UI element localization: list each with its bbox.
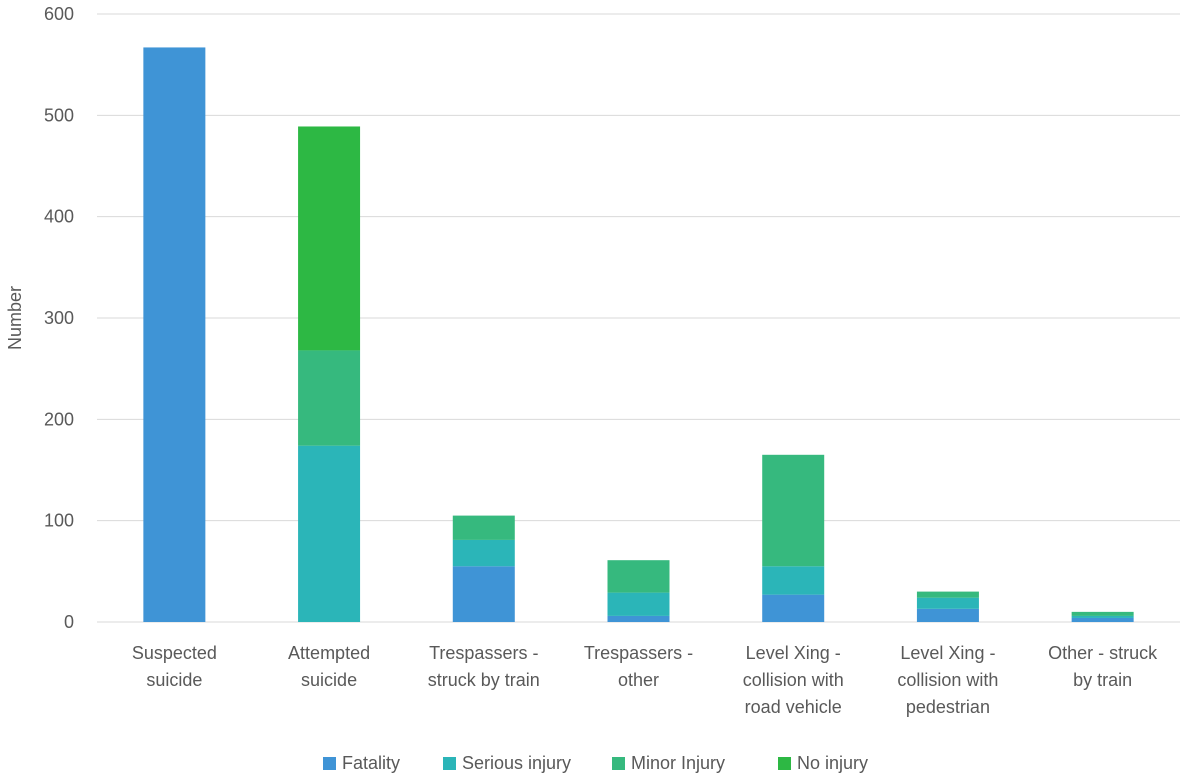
bar-serious-injury-cat-6 bbox=[1071, 615, 1134, 618]
bar-fatality-cat-2 bbox=[452, 566, 515, 622]
bar-serious-injury-cat-4 bbox=[762, 566, 825, 595]
bar-fatality-cat-0 bbox=[143, 47, 206, 622]
y-tick-label-100: 100 bbox=[44, 511, 74, 531]
x-category-label-1-line-1: suicide bbox=[301, 670, 357, 690]
x-category-label-3-line-0: Trespassers - bbox=[584, 643, 693, 663]
bar-serious-injury-cat-3 bbox=[607, 592, 670, 616]
x-category-label-3-line-1: other bbox=[618, 670, 659, 690]
bar-fatality-cat-6 bbox=[1071, 617, 1134, 622]
bar-fatality-cat-3 bbox=[607, 615, 670, 622]
x-category-label-2-line-1: struck by train bbox=[428, 670, 540, 690]
bars bbox=[143, 47, 1134, 622]
bar-minor-injury-cat-4 bbox=[762, 454, 825, 567]
bar-serious-injury-cat-5 bbox=[916, 597, 979, 609]
legend-swatch-fatality bbox=[323, 757, 336, 770]
bar-fatality-cat-4 bbox=[762, 594, 825, 622]
y-tick-label-300: 300 bbox=[44, 308, 74, 328]
legend-swatch-minor-injury bbox=[612, 757, 625, 770]
legend-label-minor-injury: Minor Injury bbox=[631, 753, 725, 773]
gridlines bbox=[97, 13, 1180, 623]
bar-minor-injury-cat-3 bbox=[607, 560, 670, 593]
x-category-label-4-line-0: Level Xing - bbox=[746, 643, 841, 663]
x-axis-category-labels: Suspected suicide Attempted suicide Trespass… bbox=[132, 643, 1158, 717]
y-tick-label-0: 0 bbox=[64, 612, 74, 632]
bar-minor-injury-cat-5 bbox=[916, 591, 979, 598]
y-tick-label-600: 600 bbox=[44, 4, 74, 24]
legend-swatch-no-injury bbox=[778, 757, 791, 770]
bar-minor-injury-cat-2 bbox=[452, 515, 515, 540]
legend: Fatality Serious injury Minor Injury No inj… bbox=[323, 753, 868, 773]
y-tick-label-500: 500 bbox=[44, 105, 74, 125]
x-category-label-6-line-0: Other - struck bbox=[1048, 643, 1158, 663]
legend-label-no-injury: No injury bbox=[797, 753, 868, 773]
x-category-label-5-line-0: Level Xing - bbox=[900, 643, 995, 663]
bar-serious-injury-cat-2 bbox=[452, 539, 515, 567]
x-category-label-5-line-1: collision with bbox=[897, 670, 998, 690]
y-tick-label-200: 200 bbox=[44, 409, 74, 429]
y-axis-tick-labels: 0 100 200 300 400 500 600 bbox=[44, 4, 74, 632]
legend-label-fatality: Fatality bbox=[342, 753, 400, 773]
x-category-label-6-line-1: by train bbox=[1073, 670, 1132, 690]
bar-minor-injury-cat-1 bbox=[298, 350, 361, 446]
x-category-label-0-line-1: suicide bbox=[146, 670, 202, 690]
x-category-label-4-line-1: collision with bbox=[743, 670, 844, 690]
x-category-label-2-line-0: Trespassers - bbox=[429, 643, 538, 663]
x-category-label-1-line-0: Attempted bbox=[288, 643, 370, 663]
bar-no-injury-cat-1 bbox=[298, 126, 361, 351]
x-category-label-4-line-2: road vehicle bbox=[745, 697, 842, 717]
bar-fatality-cat-5 bbox=[916, 608, 979, 622]
bar-serious-injury-cat-1 bbox=[298, 445, 361, 622]
legend-swatch-serious-injury bbox=[443, 757, 456, 770]
y-tick-label-400: 400 bbox=[44, 207, 74, 227]
x-category-label-5-line-2: pedestrian bbox=[906, 697, 990, 717]
y-axis-title: Number bbox=[5, 286, 25, 350]
bar-minor-injury-cat-6 bbox=[1071, 611, 1134, 616]
legend-label-serious-injury: Serious injury bbox=[462, 753, 571, 773]
x-category-label-0-line-0: Suspected bbox=[132, 643, 217, 663]
